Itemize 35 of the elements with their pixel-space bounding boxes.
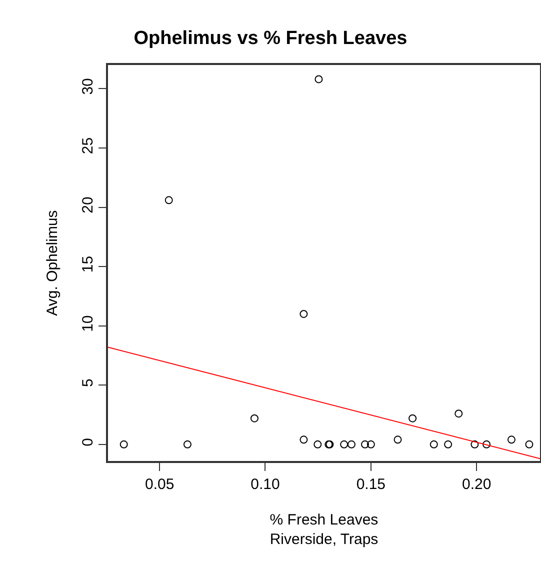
point bbox=[408, 414, 417, 422]
y-tick-label: 30 bbox=[79, 78, 96, 95]
point bbox=[430, 440, 438, 448]
y-tick-label: 10 bbox=[79, 315, 96, 332]
point bbox=[314, 440, 322, 448]
point bbox=[250, 414, 258, 422]
point bbox=[314, 75, 323, 84]
x-tick-label: 0.15 bbox=[356, 476, 386, 493]
point bbox=[444, 440, 452, 448]
point bbox=[347, 440, 356, 448]
point bbox=[507, 436, 516, 444]
y-tick-label: 20 bbox=[79, 196, 96, 214]
x-tick-label: 0.20 bbox=[462, 476, 492, 493]
y-axis-title: Avg. Ophelimus bbox=[44, 210, 61, 316]
chart-title: Ophelimus vs % Fresh Leaves bbox=[134, 28, 408, 50]
point bbox=[525, 440, 534, 448]
point bbox=[361, 440, 369, 448]
point bbox=[454, 410, 463, 418]
y-tick-label: 15 bbox=[79, 256, 96, 273]
y-tick-label: 5 bbox=[79, 378, 96, 388]
point bbox=[394, 436, 402, 444]
x-tick-label: 0.10 bbox=[250, 476, 280, 493]
point bbox=[340, 440, 348, 448]
x-tick-label: 0.05 bbox=[144, 476, 174, 493]
point bbox=[300, 310, 308, 318]
x-axis-title: % Fresh Leaves Riverside, Traps bbox=[270, 511, 378, 548]
point bbox=[120, 440, 128, 448]
point bbox=[183, 440, 192, 448]
point bbox=[164, 196, 173, 204]
point bbox=[300, 436, 308, 444]
point bbox=[482, 440, 491, 448]
point bbox=[366, 440, 375, 448]
y-tick-label: 0 bbox=[79, 438, 96, 446]
point bbox=[470, 440, 479, 448]
y-tick-label: 25 bbox=[79, 137, 96, 154]
